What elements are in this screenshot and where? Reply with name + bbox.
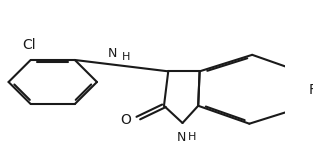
Text: Cl: Cl bbox=[23, 38, 36, 52]
Text: N: N bbox=[108, 47, 117, 60]
Text: H: H bbox=[121, 52, 130, 62]
Text: H: H bbox=[188, 132, 196, 142]
Text: O: O bbox=[120, 113, 131, 127]
Text: F: F bbox=[309, 83, 313, 97]
Text: N: N bbox=[177, 131, 186, 144]
